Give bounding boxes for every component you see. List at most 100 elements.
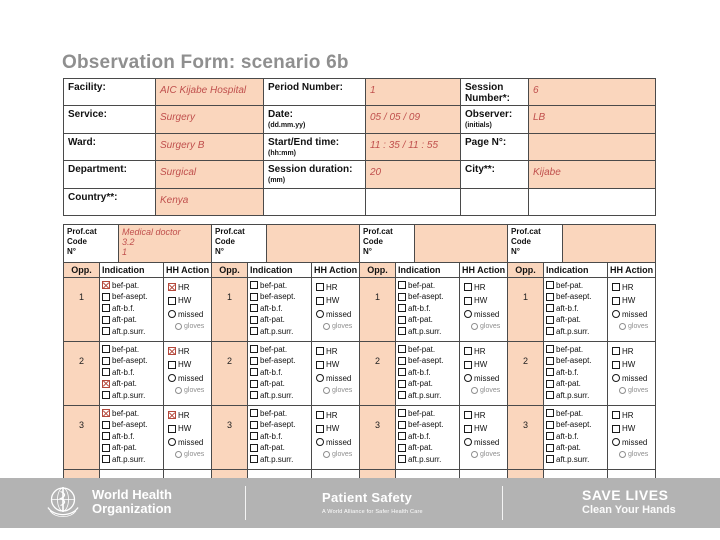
hh-action-item: gloves xyxy=(471,323,507,330)
indication-label: bef-asept. xyxy=(556,420,592,430)
checkbox-icon xyxy=(250,304,258,313)
indication-label: bef-pat. xyxy=(556,408,584,418)
hh-action-cell: HR HW missed gloves xyxy=(164,342,212,406)
indication-item: aft.p.surr. xyxy=(250,391,311,400)
indication-cell: bef-pat. bef-asept. aft-b.f. aft-pat. aft.p.… xyxy=(248,278,312,342)
form-field-label: Country**: xyxy=(64,188,156,216)
form-field-value: 20 xyxy=(366,161,461,189)
circle-mark-icon xyxy=(168,310,176,318)
indication-label: aft-b.f. xyxy=(260,367,283,377)
form-field-value: 6 xyxy=(529,79,656,107)
opportunity-number: 1 xyxy=(64,278,100,342)
checkbox-icon xyxy=(398,315,406,324)
indication-label: aft-b.f. xyxy=(408,303,431,313)
indication-label: aft.p.surr. xyxy=(260,454,294,464)
indication-item: aft-pat. xyxy=(546,315,607,324)
checkbox-icon xyxy=(250,409,258,418)
hh-action-cell: HR HW missed gloves xyxy=(460,406,508,470)
checkbox-icon xyxy=(316,411,324,419)
circle-mark-icon xyxy=(168,438,176,446)
hh-action-label: HR xyxy=(178,346,190,356)
checkbox-icon xyxy=(250,379,258,388)
hh-action-item: HW xyxy=(612,360,655,369)
indication-item: aft-b.f. xyxy=(102,368,163,377)
checkbox-icon xyxy=(168,296,176,305)
indication-item: aft-b.f. xyxy=(398,304,459,313)
indication-label: aft-pat. xyxy=(408,315,433,325)
form-field-label: Session duration: (mm) xyxy=(264,161,366,189)
hh-action-item: HR xyxy=(464,283,507,292)
indication-item: bef-pat. xyxy=(102,281,163,290)
checkbox-icon xyxy=(546,379,554,388)
checkbox-icon xyxy=(316,424,324,433)
checkbox-icon xyxy=(464,411,472,419)
checkbox-icon xyxy=(546,409,554,418)
opportunity-number: 2 xyxy=(64,342,100,406)
hh-action-label: missed xyxy=(474,309,500,319)
indication-label: aft.p.surr. xyxy=(112,390,146,400)
indication-label: aft-pat. xyxy=(556,443,581,453)
indication-cell: bef-pat. bef-asept. aft-b.f. aft-pat. aft.p.… xyxy=(544,342,608,406)
indication-label: aft-pat. xyxy=(260,315,285,325)
indication-cell: bef-pat. bef-asept. aft-b.f. aft-pat. aft.p.… xyxy=(396,278,460,342)
hh-action-item: gloves xyxy=(619,451,655,458)
hh-action-label: gloves xyxy=(184,323,205,330)
profcat-label-line: N° xyxy=(363,247,372,256)
form-field-value: Surgery xyxy=(156,106,264,134)
opportunity-number: 3 xyxy=(212,406,248,470)
opp-column-header: Opp. xyxy=(64,263,100,278)
hh-action-item: gloves xyxy=(323,323,359,330)
circle-mark-icon xyxy=(464,310,472,318)
form-field-label: Service: xyxy=(64,106,156,134)
indication-item: aft-pat. xyxy=(398,443,459,452)
indication-item: aft.p.surr. xyxy=(250,455,311,464)
checkbox-icon xyxy=(398,327,406,336)
checkbox-icon xyxy=(250,455,258,464)
checkbox-icon xyxy=(250,345,258,354)
indication-item: bef-pat. xyxy=(102,409,163,418)
hh-action-item: gloves xyxy=(175,387,211,394)
indication-column-header: Indication xyxy=(396,263,460,278)
indication-item: aft-b.f. xyxy=(250,304,311,313)
hh-action-label: HW xyxy=(622,296,636,305)
form-field-value xyxy=(529,188,656,216)
indication-label: bef-pat. xyxy=(408,344,436,354)
profcat-value: Medical doctor 3.2 1 xyxy=(119,225,212,263)
hh-action-item: HW xyxy=(316,296,359,305)
indication-item: aft-b.f. xyxy=(250,432,311,441)
hh-action-item: HR xyxy=(316,411,359,420)
hh-action-label: HW xyxy=(326,424,340,433)
checkbox-icon xyxy=(102,409,110,418)
hh-action-item: missed xyxy=(168,438,211,447)
opportunity-number: 2 xyxy=(508,342,544,406)
hh-action-item: missed xyxy=(612,310,655,319)
indication-label: aft-b.f. xyxy=(112,367,135,377)
indication-item: aft-b.f. xyxy=(546,304,607,313)
indication-item: bef-asept. xyxy=(250,420,311,429)
hh-action-cell: HR HW missed gloves xyxy=(460,278,508,342)
circle-mark-icon xyxy=(471,323,478,330)
checkbox-icon xyxy=(612,411,620,419)
form-field-value: 1 xyxy=(366,79,461,107)
hh-action-cell: HR HW missed gloves xyxy=(312,406,360,470)
circle-mark-icon xyxy=(464,438,472,446)
hh-action-label: missed xyxy=(622,309,648,319)
form-field-label: Observer: (initials) xyxy=(461,106,529,134)
indication-item: bef-pat. xyxy=(102,345,163,354)
form-field-value xyxy=(366,188,461,216)
indication-item: aft-pat. xyxy=(398,379,459,388)
checkbox-icon xyxy=(250,281,258,290)
hh-action-item: missed xyxy=(168,310,211,319)
checkbox-icon xyxy=(546,432,554,441)
form-field-value: 05 / 05 / 09 xyxy=(366,106,461,134)
hh-action-label: HR xyxy=(326,282,338,292)
checkbox-icon xyxy=(102,292,110,301)
checkbox-icon xyxy=(398,432,406,441)
hh-action-item: HR xyxy=(168,347,211,356)
opp-column-header: Opp. xyxy=(508,263,544,278)
circle-mark-icon xyxy=(323,451,330,458)
indication-item: bef-pat. xyxy=(546,409,607,418)
who-logo-icon xyxy=(47,487,79,518)
hh-action-label: HR xyxy=(178,410,190,420)
hh-action-label: HR xyxy=(622,282,634,292)
